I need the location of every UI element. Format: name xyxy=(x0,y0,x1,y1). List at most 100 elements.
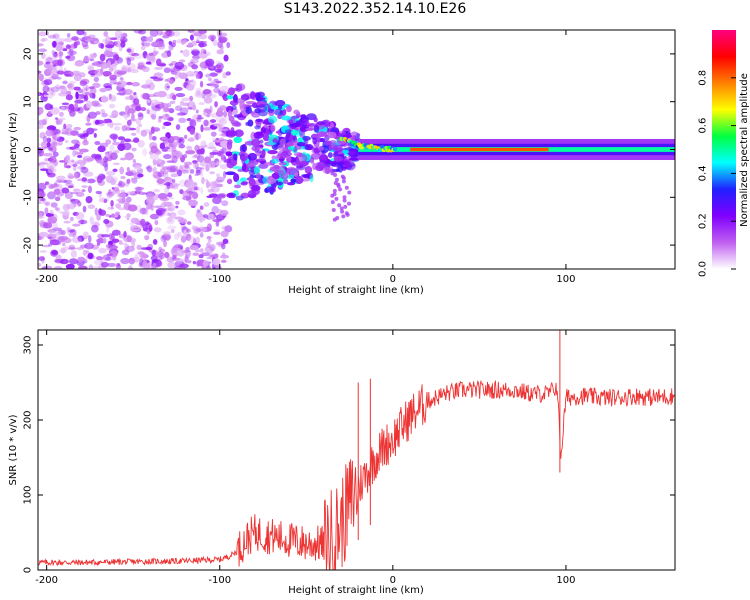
spectrogram-cell xyxy=(138,123,143,128)
x-tick-label: 100 xyxy=(556,274,575,285)
spectrogram-cell xyxy=(335,168,341,172)
spectrogram-cell xyxy=(42,152,53,157)
spectrogram-noise xyxy=(38,30,233,269)
spectrogram-cell xyxy=(225,71,231,76)
spectrogram-cell xyxy=(148,55,156,64)
spectrogram-cell xyxy=(101,112,108,118)
colorbar xyxy=(712,30,736,269)
spectrogram-cell xyxy=(205,164,210,172)
spectrogram-cell xyxy=(192,104,197,111)
spectrogram-cell xyxy=(209,182,218,189)
spectrogram-cell xyxy=(334,196,339,201)
spectrogram-cell xyxy=(139,190,144,196)
spectrogram-cell xyxy=(257,96,266,101)
spectrogram-cell xyxy=(202,214,209,218)
spectrogram-cell xyxy=(203,89,213,98)
spectrogram-cell xyxy=(72,211,79,217)
spectrogram-cell xyxy=(199,168,203,177)
spectrogram-cell xyxy=(163,240,167,248)
spectrogram-cell xyxy=(90,100,100,107)
spectrogram-cell xyxy=(40,141,47,149)
spectrogram-cell xyxy=(73,41,78,49)
spectrogram-cell xyxy=(52,214,58,221)
spectrogram-cell xyxy=(198,254,204,259)
spectrogram-cell xyxy=(201,176,205,185)
spectrogram-cell xyxy=(145,196,155,205)
spectrogram-cell xyxy=(41,201,51,205)
spectrogram-cell xyxy=(196,37,200,43)
spectrogram-cell xyxy=(168,40,172,45)
spectrogram-cell xyxy=(347,190,352,195)
spectrogram-cell xyxy=(193,70,199,74)
spectrogram-cell xyxy=(221,242,226,250)
spectrogram-cell xyxy=(268,110,275,117)
spectrogram-cell xyxy=(60,229,66,236)
spectrogram-cell xyxy=(44,115,49,122)
spectrogram-cell xyxy=(160,234,167,243)
spectrogram-cell xyxy=(123,230,127,238)
spectrogram-cell xyxy=(132,159,137,164)
spectrogram-cell xyxy=(38,182,47,191)
spectrogram-cell xyxy=(91,62,99,66)
spectrogram-cell xyxy=(38,43,44,47)
spectrogram-cell xyxy=(102,160,109,168)
spectrogram-cell xyxy=(232,166,243,170)
spectrogram-cell xyxy=(62,48,68,52)
spectrogram-cell xyxy=(55,117,60,125)
spectrogram-cell xyxy=(87,204,96,210)
spectrogram-cell xyxy=(52,227,63,232)
spectrogram-cell xyxy=(221,200,229,207)
spectrogram-cell xyxy=(309,174,314,183)
spectrogram-cell xyxy=(129,118,137,122)
spectrogram-cell xyxy=(220,128,228,131)
spectrogram-cell xyxy=(191,64,199,70)
spectrogram-cell xyxy=(290,178,297,184)
spectrogram-cell xyxy=(189,119,197,128)
spectrogram-cell xyxy=(148,249,158,253)
spectrogram-cell xyxy=(180,50,184,53)
spectrogram-cell xyxy=(102,254,111,261)
spectrogram-cell xyxy=(38,73,44,82)
spectrogram-cell xyxy=(233,173,240,183)
spectrogram-cell xyxy=(126,178,131,184)
spectrogram-cell xyxy=(69,130,79,136)
spectrogram-cell xyxy=(135,118,142,125)
y-tick-label: 20 xyxy=(23,48,34,61)
spectrogram-cell xyxy=(99,158,107,166)
snr-plot-frame xyxy=(37,329,676,571)
spectrogram-cell xyxy=(146,94,157,98)
x-tick-label: 100 xyxy=(556,575,575,586)
spectrogram-cell xyxy=(199,232,204,238)
x-tick-label: -100 xyxy=(208,274,231,285)
spectrogram-cell xyxy=(69,146,77,150)
spectrogram-cell xyxy=(173,265,182,269)
spectrogram-cell xyxy=(129,127,137,131)
spectrogram-cell xyxy=(73,203,77,208)
spectrogram-cell xyxy=(270,158,279,164)
spectrogram-cell xyxy=(38,210,45,217)
spectrogram-cell xyxy=(57,179,68,183)
spectrogram-cell xyxy=(251,184,261,192)
spectrogram-cell xyxy=(189,95,194,102)
x-tick-label: 0 xyxy=(390,575,396,586)
spectrogram-cell xyxy=(227,110,233,118)
spectrogram-cell xyxy=(177,112,188,116)
spectrogram-cell xyxy=(75,91,79,100)
spectrogram-cell xyxy=(290,129,299,136)
spectrogram-cell xyxy=(99,209,107,216)
spectrogram-cell xyxy=(277,144,286,151)
spectrogram-cell xyxy=(125,96,130,100)
spectrogram-cell xyxy=(47,110,52,116)
spectrogram-cell xyxy=(221,117,229,120)
spectrogram-cell xyxy=(148,225,153,232)
spectrogram-cell xyxy=(348,154,358,159)
spectrogram-cell xyxy=(95,119,104,124)
spectrogram-cell xyxy=(148,132,153,141)
spectrogram-cell xyxy=(48,87,54,95)
spectrogram-cell xyxy=(161,149,169,152)
spectrogram-cell xyxy=(141,84,151,89)
spectrogram-cell xyxy=(341,176,346,181)
spectrogram-cell xyxy=(65,139,69,144)
spectrogram-cell xyxy=(267,150,278,155)
spectrogram-cell xyxy=(110,152,118,160)
